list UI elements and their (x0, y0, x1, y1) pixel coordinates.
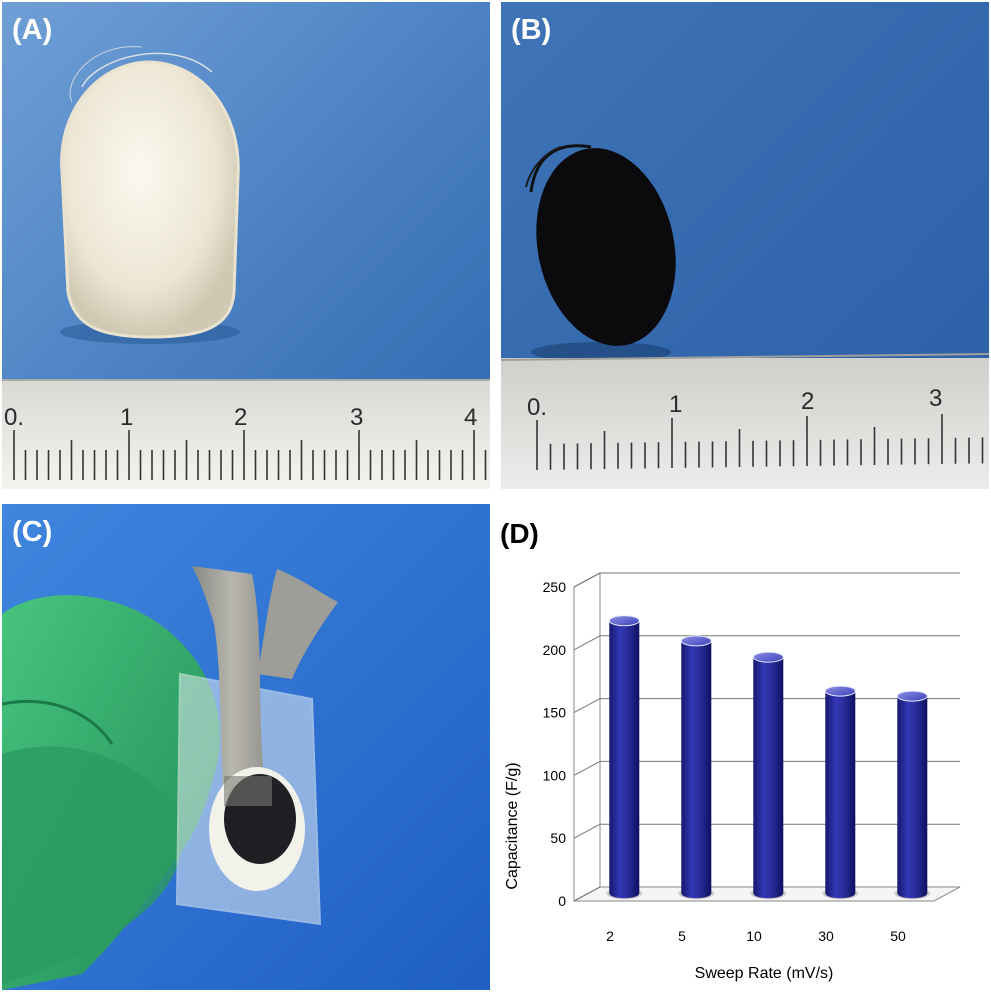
bar (606, 615, 643, 900)
panel-a-photo: 0. 1 2 3 4 (A) (2, 2, 490, 489)
bar (822, 685, 859, 900)
bar-body (753, 657, 784, 899)
black-carbon-ball (536, 148, 676, 346)
y-tick-label: 250 (543, 579, 567, 595)
ruler-b: 0. 1 2 3 (501, 353, 989, 489)
bar-cap (824, 685, 856, 697)
bar (894, 690, 931, 900)
gridline (573, 886, 601, 902)
chart-side-wall (573, 572, 601, 902)
gridline (573, 760, 601, 776)
y-axis-title: Capacitance (F/g) (504, 762, 521, 889)
bar-cap (896, 690, 928, 702)
panel-c-photo: (C) (2, 504, 490, 990)
panel-a-label: (A) (12, 14, 53, 46)
ruler-b-number: 1 (669, 391, 682, 418)
x-tick-label: 5 (678, 928, 686, 944)
gridline (573, 698, 601, 714)
y-tick-label: 150 (543, 705, 567, 721)
x-tick-label: 50 (890, 928, 906, 944)
panel-d-chart: 0 50 100 150 200 250 2 5 10 30 50 Capacitance (F/… (490, 504, 991, 992)
gridline (573, 572, 601, 588)
bar-cap (752, 651, 784, 663)
x-axis-title: Sweep Rate (mV/s) (695, 965, 834, 982)
x-tick-label: 2 (606, 928, 614, 944)
y-tick-label: 0 (558, 893, 566, 909)
ruler-a-number: 0. (4, 404, 24, 431)
ruler-a-number: 4 (464, 404, 477, 431)
ruler-a-number: 1 (120, 404, 133, 431)
bar-body (681, 640, 712, 899)
x-tick-label: 30 (818, 928, 834, 944)
y-tick-label: 100 (543, 767, 567, 783)
x-tick-label: 10 (746, 928, 762, 944)
ruler-b-number: 3 (929, 385, 942, 412)
metal-strip-front (192, 566, 272, 804)
carbon-ball-shadow (531, 342, 671, 362)
bar-body (825, 691, 856, 899)
panel-c-label: (C) (12, 516, 53, 548)
panel-d-label: (D) (500, 518, 539, 549)
ruler-a-number: 3 (350, 404, 363, 431)
metal-strip-back (257, 569, 338, 679)
ruler-a-number: 2 (234, 404, 247, 431)
gridline (573, 823, 601, 839)
gridline (573, 635, 601, 651)
y-tick-label: 50 (550, 830, 566, 846)
ruler-b-number: 2 (801, 388, 814, 415)
bar-body (897, 696, 928, 899)
ruler-a: 0. 1 2 3 4 (2, 379, 490, 489)
bar (678, 635, 715, 900)
ruler-b-number: 0. (527, 394, 547, 421)
bar-body (609, 620, 640, 899)
bar-cap (680, 635, 712, 647)
panel-b-label: (B) (511, 14, 552, 46)
capacitance-chart: 0 50 100 150 200 250 2 5 10 30 50 Capacitance (F/… (504, 572, 961, 982)
bar (750, 651, 787, 900)
y-tick-label: 200 (543, 642, 567, 658)
white-cotton-ball (60, 60, 240, 339)
panel-b-photo: 0. 1 2 3 (B) (501, 2, 989, 489)
bar-cap (608, 615, 640, 627)
